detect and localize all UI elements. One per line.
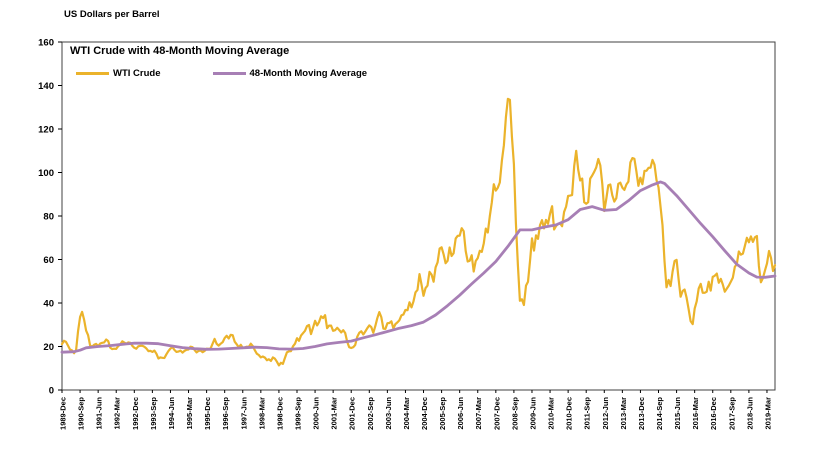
- x-tick-label: 2000-Jun: [312, 397, 321, 430]
- wti-crude-legend-label: WTI Crude: [113, 67, 161, 79]
- y-axis-title: US Dollars per Barrel: [64, 9, 160, 20]
- x-tick-label: 2015-Jun: [673, 397, 682, 430]
- x-tick-label: 2004-Mar: [402, 397, 411, 430]
- x-tick-label: 1998-Dec: [275, 397, 284, 430]
- x-tick-label: 2016-Mar: [691, 397, 700, 430]
- x-tick-label: 1997-Jun: [239, 397, 248, 430]
- x-tick-label: 1996-Sep: [221, 397, 230, 430]
- x-tick-label: 2017-Sep: [727, 397, 736, 430]
- x-tick-label: 1995-Dec: [203, 397, 212, 430]
- y-tick-label: 160: [38, 38, 54, 49]
- x-tick-label: 1989-Dec: [59, 397, 68, 430]
- x-tick-label: 2007-Mar: [474, 397, 483, 430]
- y-tick-label: 80: [43, 212, 54, 223]
- moving-average-line: [60, 180, 777, 354]
- y-tick-label: 60: [43, 255, 54, 266]
- x-tick-label: 2014-Sep: [655, 397, 664, 430]
- wti-crude-line: [60, 97, 777, 367]
- x-tick-label: 1995-Mar: [185, 397, 194, 430]
- y-tick-label: 20: [43, 342, 54, 353]
- x-tick-label: 2019-Mar: [763, 397, 772, 430]
- moving-average-legend-label: 48-Month Moving Average: [249, 67, 368, 79]
- x-tick-label: 2008-Sep: [510, 397, 519, 430]
- y-tick-label: 120: [38, 125, 54, 136]
- x-tick-label: 1994-Jun: [167, 397, 176, 430]
- chart-title: WTI Crude with 48-Month Moving Average: [70, 45, 290, 57]
- x-tick-label: 1992-Dec: [131, 397, 140, 430]
- x-tick-label: 1993-Sep: [149, 397, 158, 430]
- x-tick-label: 2005-Sep: [438, 397, 447, 430]
- x-tick-label: 2018-Jun: [745, 397, 754, 430]
- moving-average-legend-swatch: [212, 71, 246, 75]
- x-tick-label: 1992-Mar: [113, 397, 122, 430]
- x-tick-label: 2001-Dec: [348, 397, 357, 430]
- x-tick-label: 2010-Dec: [565, 397, 574, 430]
- wti-crude-legend-swatch: [76, 71, 109, 75]
- x-tick-label: 2013-Mar: [619, 397, 628, 430]
- x-tick-label: 2002-Sep: [366, 397, 375, 430]
- x-tick-label: 2007-Dec: [492, 397, 501, 430]
- x-tick-label: 2009-Jun: [528, 397, 537, 430]
- x-tick-label: 2012-Jun: [601, 397, 610, 430]
- x-tick-label: 2006-Jun: [456, 397, 465, 430]
- y-tick-label: 40: [43, 299, 54, 310]
- y-tick-label: 140: [38, 81, 54, 92]
- x-tick-label: 2010-Mar: [547, 397, 556, 430]
- x-tick-label: 1990-Sep: [77, 397, 86, 430]
- legend: WTI Crude 48-Month Moving Average: [76, 67, 367, 79]
- y-tick-label: 100: [38, 168, 54, 179]
- x-tick-label: 1998-Mar: [257, 397, 266, 430]
- x-tick-label: 2011-Sep: [583, 397, 592, 430]
- x-tick-label: 1991-Jun: [95, 397, 104, 430]
- plot-border: [61, 41, 776, 391]
- y-tick-label: 0: [49, 386, 54, 397]
- x-tick-label: 1999-Sep: [293, 397, 302, 430]
- x-tick-label: 2004-Dec: [420, 397, 429, 430]
- x-tick-label: 2003-Jun: [384, 397, 393, 430]
- x-tick-label: 2013-Dec: [637, 397, 646, 430]
- x-tick-label: 2001-Mar: [330, 397, 339, 430]
- x-tick-label: 2016-Dec: [709, 397, 718, 430]
